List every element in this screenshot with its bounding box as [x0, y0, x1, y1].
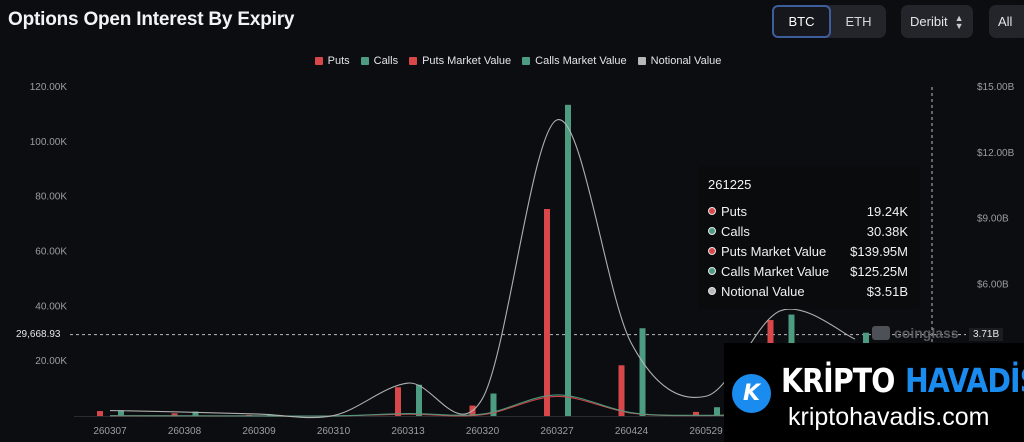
bar-puts — [97, 411, 103, 416]
y-right-tick-label: $6.00B — [977, 279, 1009, 290]
brand-url: kriptohavadis.com — [788, 403, 990, 431]
bar-calls — [490, 393, 497, 416]
chart-legend: Puts Calls Puts Market Value Calls Marke… — [0, 55, 1024, 67]
tooltip-dot — [708, 287, 716, 295]
bar-calls — [118, 410, 124, 416]
legend-item-calls[interactable]: Calls — [360, 55, 399, 67]
chevron-updown-icon: ▲ ▼ — [954, 12, 964, 31]
tooltip-label: Puts — [721, 203, 748, 219]
tooltip-row-puts-market-value: Puts Market Value $139.95M — [708, 241, 908, 261]
page-title: Options Open Interest By Expiry — [8, 9, 295, 30]
legend-swatch — [637, 57, 646, 65]
legend-swatch — [409, 57, 418, 65]
y-left-tick-label: 120.00K — [30, 82, 68, 93]
x-tick-label: 260424 — [615, 426, 649, 437]
exchange-select-value: Deribit — [910, 14, 948, 29]
brand-overlay: K KRİPTO HAVADİS kriptohavadis.com — [724, 343, 1024, 442]
chart-tooltip: 261225 Puts 19.24K Calls 30.38K Puts Marke… — [698, 166, 920, 309]
x-tick-label: 260310 — [317, 426, 351, 437]
legend-swatch — [360, 57, 369, 65]
legend-swatch — [314, 57, 323, 65]
bar-calls — [416, 384, 422, 416]
tab-eth[interactable]: ETH — [845, 14, 872, 29]
bar-calls — [267, 414, 273, 416]
coinglass-logo-icon — [872, 326, 890, 340]
legend-item-notional-value[interactable]: Notional Value — [637, 55, 722, 67]
tab-btc[interactable]: BTC — [772, 5, 831, 38]
legend-label: Notional Value — [650, 55, 722, 67]
y-right-tick-label: $15.00B — [977, 82, 1015, 93]
legend-swatch — [522, 57, 531, 65]
tooltip-value: 30.38K — [866, 223, 908, 239]
y-right-tick-label: $12.00B — [977, 148, 1015, 159]
legend-label: Calls — [373, 55, 399, 67]
line-notional-value — [109, 119, 856, 419]
tooltip-row-calls: Calls 30.38K — [708, 221, 908, 241]
bar-puts — [618, 365, 625, 416]
tooltip-label: Notional Value — [721, 283, 805, 299]
bar-puts — [693, 411, 699, 416]
bar-puts — [544, 209, 550, 416]
x-tick-label: 260320 — [466, 426, 500, 437]
bar-calls — [714, 407, 720, 416]
tooltip-label: Puts Market Value — [721, 243, 827, 259]
bar-puts — [171, 413, 178, 416]
watermark-text: coinglass — [894, 325, 959, 341]
bar-calls — [639, 328, 646, 416]
tooltip-row-calls-market-value: Calls Market Value $125.25M — [708, 261, 908, 281]
tooltip-value: $139.95M — [850, 243, 908, 259]
tooltip-dot — [708, 207, 716, 215]
x-tick-label: 260307 — [93, 426, 127, 437]
y-left-tick-label: 80.00K — [35, 192, 67, 203]
y-left-tick-label: 100.00K — [30, 137, 68, 148]
x-tick-label: 260529 — [689, 426, 723, 437]
legend-item-puts[interactable]: Puts — [314, 55, 350, 67]
bar-calls — [565, 104, 571, 416]
legend-label: Puts — [327, 55, 350, 67]
y-right-tick-label: $9.00B — [977, 214, 1009, 225]
range-select[interactable]: All — [989, 5, 1024, 38]
tooltip-value: $125.25M — [850, 263, 908, 279]
brand-logo-letter: K — [742, 381, 761, 406]
tooltip-label: Calls Market Value — [721, 263, 830, 279]
y-left-tick-label: 40.00K — [35, 301, 67, 312]
asset-toggle: BTC ETH — [772, 5, 886, 38]
tooltip-label: Calls — [721, 223, 750, 239]
bar-calls — [192, 411, 199, 416]
legend-item-puts-market-value[interactable]: Puts Market Value — [409, 55, 511, 67]
tooltip-dot — [708, 267, 716, 275]
crosshair-y-label: 29,668.93 — [13, 329, 64, 340]
bar-puts — [395, 387, 401, 416]
tooltip-dot — [708, 227, 716, 235]
range-select-value: All — [998, 14, 1013, 29]
x-tick-label: 260309 — [242, 426, 276, 437]
crosshair-right-label: 3.71B — [969, 328, 1004, 341]
tooltip-row-puts: Puts 19.24K — [708, 201, 908, 221]
tooltip-title: 261225 — [708, 177, 752, 192]
tooltip-dot — [708, 247, 716, 255]
tooltip-value: $3.51B — [866, 283, 908, 299]
coinglass-watermark: coinglass — [872, 325, 959, 341]
legend-item-calls-market-value[interactable]: Calls Market Value — [522, 55, 627, 67]
tooltip-value: 19.24K — [866, 203, 908, 219]
x-tick-label: 260327 — [540, 426, 574, 437]
brand-logo-icon: K — [732, 374, 771, 413]
legend-label: Calls Market Value — [535, 55, 627, 67]
y-left-tick-label: 60.00K — [35, 247, 67, 258]
y-left-tick-label: 20.00K — [35, 356, 67, 367]
x-tick-label: 260308 — [168, 426, 202, 437]
tooltip-row-notional-value: Notional Value $3.51B — [708, 281, 908, 301]
exchange-select[interactable]: Deribit ▲ ▼ — [901, 5, 973, 38]
brand-name-part1: KRİPTO — [781, 361, 895, 400]
x-tick-label: 260313 — [391, 426, 425, 437]
legend-label: Puts Market Value — [422, 55, 512, 67]
brand-name-part2: HAVADİS — [905, 361, 1024, 400]
